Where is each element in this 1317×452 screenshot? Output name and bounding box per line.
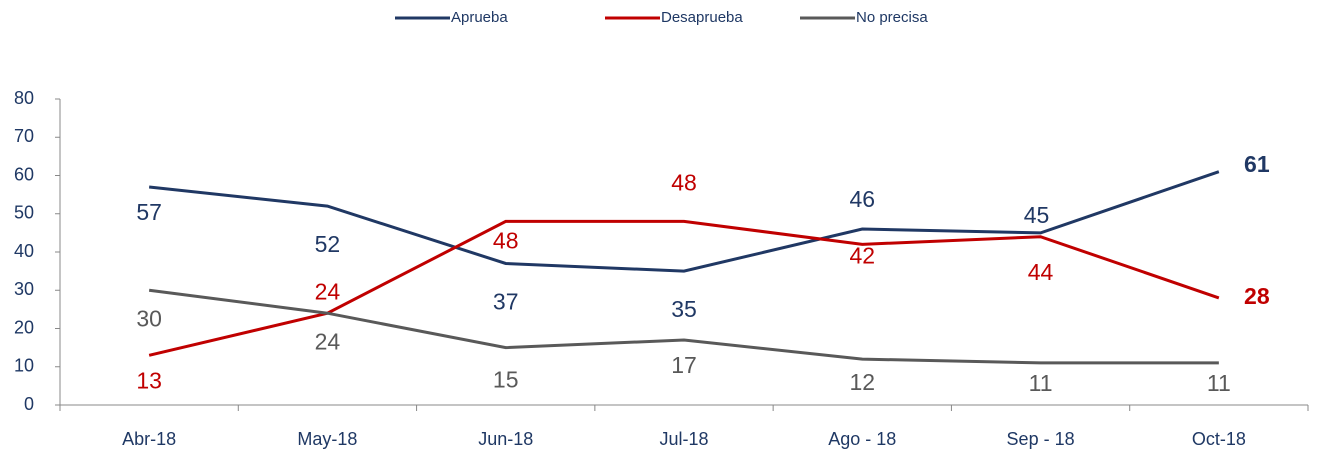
y-tick-label: 80: [14, 88, 34, 108]
data-label: 28: [1244, 283, 1270, 309]
data-label: 45: [1024, 202, 1050, 228]
y-tick-label: 40: [14, 241, 34, 261]
data-label: 52: [315, 231, 341, 257]
legend-label: No precisa: [856, 9, 928, 26]
data-label: 48: [493, 227, 519, 253]
x-tick-label: Sep - 18: [1007, 429, 1075, 449]
data-label: 24: [315, 278, 341, 304]
data-label: 46: [849, 186, 875, 212]
data-label: 12: [849, 369, 875, 395]
x-tick-label: Ago - 18: [828, 429, 896, 449]
x-tick-label: Jul-18: [659, 429, 708, 449]
data-label: 11: [1029, 370, 1053, 396]
data-label: 48: [671, 169, 697, 195]
series-line: [148, 170, 1220, 273]
y-tick-label: 0: [24, 394, 34, 414]
y-tick-label: 30: [14, 279, 34, 299]
y-tick-label: 60: [14, 164, 34, 184]
data-label: 30: [136, 305, 162, 331]
data-label: 11: [1207, 370, 1231, 396]
data-label: 57: [136, 199, 162, 225]
data-label: 44: [1028, 259, 1054, 285]
data-label: 37: [493, 289, 519, 315]
series-line: [148, 219, 1220, 357]
x-tick-label: May-18: [297, 429, 357, 449]
y-tick-label: 70: [14, 126, 34, 146]
data-label: 13: [136, 367, 162, 393]
series-line: [148, 288, 1219, 365]
data-label: 35: [671, 296, 697, 322]
legend-label: Desaprueba: [661, 9, 743, 26]
data-label: 17: [671, 352, 697, 378]
data-label: 24: [315, 328, 341, 354]
x-tick-label: Jun-18: [478, 429, 533, 449]
y-tick-label: 20: [14, 317, 34, 337]
legend-label: Aprueba: [451, 9, 508, 26]
x-tick-label: Abr-18: [122, 429, 176, 449]
x-tick-label: Oct-18: [1192, 429, 1246, 449]
data-label: 61: [1244, 151, 1270, 177]
y-tick-label: 10: [14, 356, 34, 376]
data-label: 42: [849, 242, 875, 268]
data-label: 15: [493, 367, 519, 393]
y-tick-label: 50: [14, 203, 34, 223]
